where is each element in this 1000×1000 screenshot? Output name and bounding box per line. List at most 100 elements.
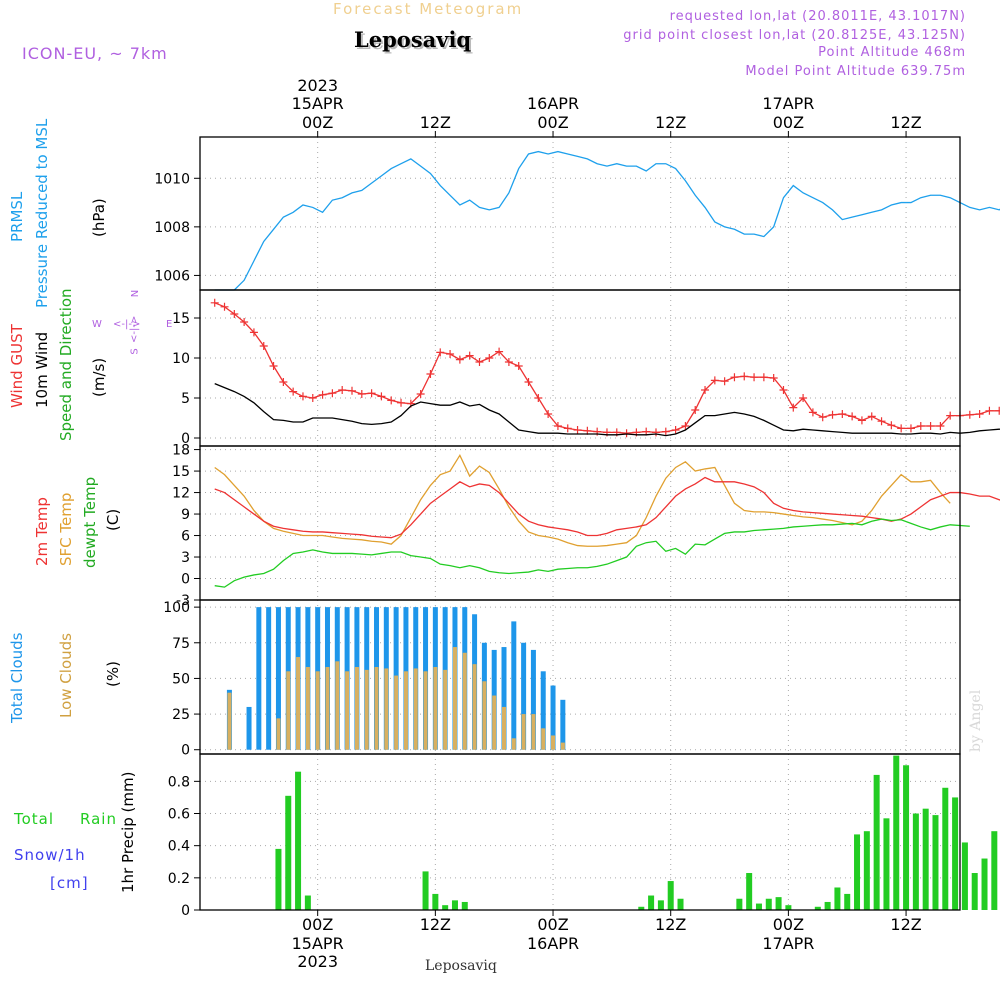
ytick-label: 9 xyxy=(181,507,190,523)
snow-unit: [cm] xyxy=(50,874,89,892)
series-line-2m-temp xyxy=(214,476,1000,539)
bottom-hour-label: 00Z xyxy=(302,915,333,934)
rain-bar xyxy=(991,831,998,910)
cloud-total-bar xyxy=(501,647,507,750)
gust-point xyxy=(436,348,445,357)
gust-point xyxy=(524,378,533,386)
panel-frame-4 xyxy=(199,599,961,755)
cloud-low-bar xyxy=(335,661,340,750)
cloud-low-bar xyxy=(227,692,232,750)
gust-point xyxy=(426,370,435,378)
rain-bar xyxy=(638,906,645,910)
ytick-label: 50 xyxy=(172,671,190,687)
gust-point xyxy=(249,328,258,337)
rain-bar xyxy=(746,873,753,910)
rain-bar xyxy=(775,897,782,910)
rain-bar xyxy=(922,808,929,910)
gust-point xyxy=(769,374,778,382)
gust-point xyxy=(485,354,494,362)
model-label: ICON-EU, ~ 7km xyxy=(22,44,168,63)
rain-bar xyxy=(981,858,988,910)
ytick-label: 0 xyxy=(181,572,190,588)
top-hour-label: 00Z xyxy=(537,113,568,132)
requested-coords: requested lon,lat (20.8011E, 43.1017N) xyxy=(669,9,966,24)
cloud-low-bar xyxy=(286,671,291,750)
cloud-low-bar xyxy=(482,681,487,750)
gust-point xyxy=(652,428,660,437)
ytick-label: 0 xyxy=(181,431,190,447)
rain-bar xyxy=(442,905,449,910)
gust-point xyxy=(759,373,768,382)
gust-point xyxy=(377,392,386,401)
gust-point xyxy=(808,408,817,417)
gust-point xyxy=(514,362,523,370)
panel-frame-2 xyxy=(199,289,961,447)
cloud-total-bar xyxy=(275,607,281,750)
cloud-low-bar xyxy=(394,675,399,750)
gust-point xyxy=(475,358,484,366)
bottom-year-label: 2023 xyxy=(297,952,338,971)
gust-point xyxy=(750,373,759,382)
ytick-label: 12 xyxy=(172,486,190,502)
gust-point xyxy=(857,416,866,425)
gust-point xyxy=(985,406,994,415)
series-line-wind-gust xyxy=(214,302,1000,434)
ytick-label: 100 xyxy=(163,600,190,616)
ytick-label: 1010 xyxy=(154,171,190,187)
rain-bar xyxy=(854,834,861,910)
cloud-low-bar xyxy=(472,664,477,750)
cloud-low-bar xyxy=(452,647,457,750)
cloud-total-bar xyxy=(256,607,262,750)
rain-bar xyxy=(893,755,900,910)
gust-point xyxy=(259,342,268,350)
cloud-low-bar xyxy=(541,728,546,750)
rain-bar xyxy=(814,906,821,910)
rain-bar xyxy=(912,813,919,910)
bottom-hour-label: 00Z xyxy=(773,915,804,934)
rain-bar xyxy=(844,893,851,910)
gust-point xyxy=(269,362,278,370)
gust-point xyxy=(916,422,925,430)
rain-bar xyxy=(422,871,429,910)
rain-total-label: Total xyxy=(14,810,55,828)
gust-point xyxy=(446,350,455,358)
ytick-label: 5 xyxy=(181,391,190,407)
series-line-sfc-temp xyxy=(214,453,951,547)
cloud-low-bar xyxy=(345,671,350,750)
cloud-low-bar xyxy=(560,742,565,750)
panel-frame-1 xyxy=(199,136,961,291)
cloud-low-bar xyxy=(384,668,389,750)
bottom-hour-label: 12Z xyxy=(890,915,921,934)
rain-bar xyxy=(432,893,439,910)
gust-point xyxy=(397,398,406,407)
gust-point xyxy=(681,422,690,430)
ytick-label: 3 xyxy=(181,550,190,566)
gust-point xyxy=(848,412,857,421)
ytick-label: -3 xyxy=(176,593,190,609)
top-date-label: 17APR xyxy=(762,94,814,113)
rain-bar xyxy=(765,898,772,910)
cloud-total-bar xyxy=(511,621,517,750)
top-hour-label: 12Z xyxy=(420,113,451,132)
gust-point xyxy=(563,424,572,433)
gust-point xyxy=(838,410,847,418)
ytick-label: 0.2 xyxy=(168,871,190,887)
rain-bar xyxy=(942,787,949,910)
rain-bar xyxy=(304,895,311,910)
gust-point xyxy=(818,413,827,422)
gust-point xyxy=(730,373,739,382)
gust-point xyxy=(946,411,955,420)
series-line-10m-wind xyxy=(214,382,1000,437)
rain-bar xyxy=(952,797,959,910)
gust-point xyxy=(416,390,425,398)
cloud-total-bar xyxy=(521,642,527,750)
rain-bar xyxy=(648,895,655,910)
station-title: Leposaviq xyxy=(354,27,472,52)
bottom-hour-label: 00Z xyxy=(537,915,568,934)
cloud-low-bar xyxy=(443,669,448,750)
gust-point xyxy=(357,390,366,398)
cloud-low-bar xyxy=(315,671,320,750)
ytick-label: 0.8 xyxy=(168,774,190,790)
rain-bar xyxy=(295,771,302,910)
